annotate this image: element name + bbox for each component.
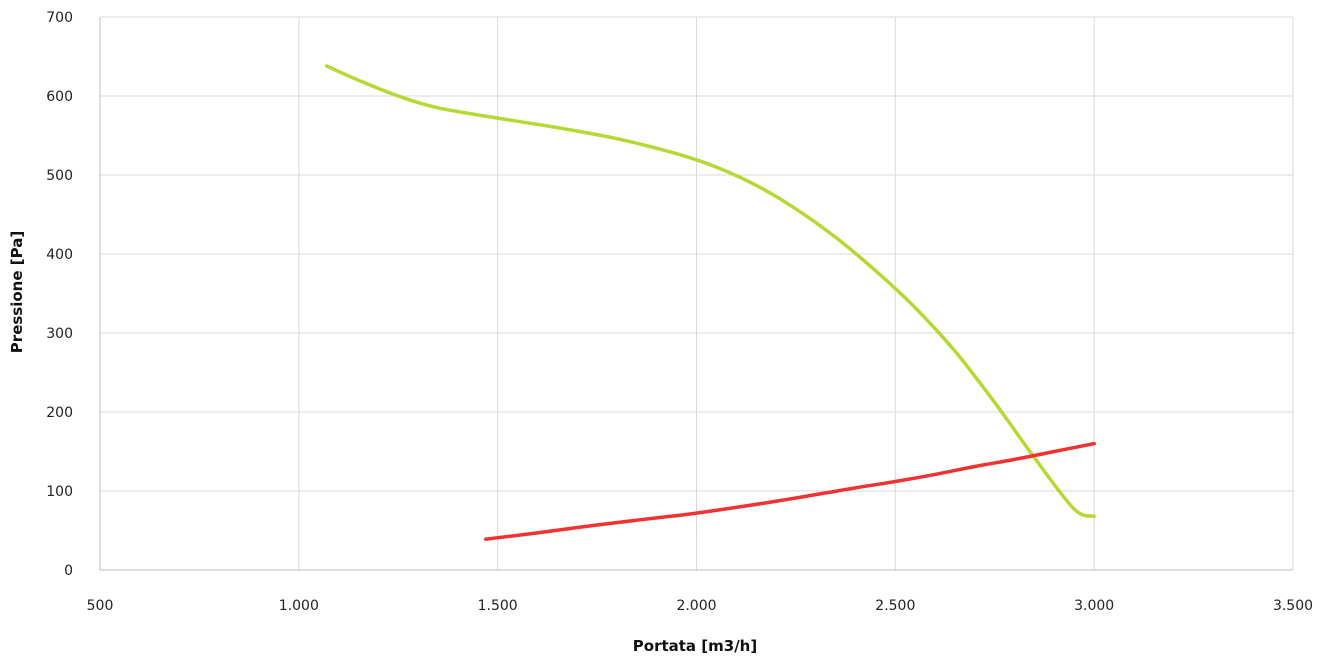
x-tick-label: 1.500 — [478, 598, 518, 614]
x-tick-label: 3.000 — [1074, 598, 1114, 614]
y-tick-label: 0 — [64, 563, 73, 579]
x-tick-label: 2.500 — [875, 598, 915, 614]
y-tick-label: 200 — [46, 405, 73, 421]
y-tick-label: 500 — [46, 168, 73, 184]
y-tick-label: 400 — [46, 247, 73, 263]
y-tick-label: 600 — [46, 89, 73, 105]
axis-layer — [99, 17, 1293, 571]
y-tick-labels: 0 100 200 300 400 500 600 700 — [46, 10, 73, 579]
system-curve-line — [483, 441, 1096, 541]
x-tick-label: 1.000 — [279, 598, 319, 614]
fan-curve-line — [324, 64, 1096, 519]
y-axis-title: Pressione [Pa] — [8, 231, 26, 353]
x-axis-title: Portata [m3/h] — [633, 637, 757, 655]
grid-layer — [100, 16, 1294, 570]
x-tick-label: 2.000 — [676, 598, 716, 614]
y-tick-label: 300 — [46, 326, 73, 342]
series-layer — [324, 64, 1096, 541]
y-tick-label: 700 — [46, 10, 73, 26]
x-tick-label: 3.500 — [1273, 598, 1313, 614]
x-tick-label: 500 — [87, 598, 114, 614]
y-tick-label: 100 — [46, 484, 73, 500]
x-tick-labels: 500 1.000 1.500 2.000 2.500 3.000 3.500 — [87, 598, 1313, 614]
